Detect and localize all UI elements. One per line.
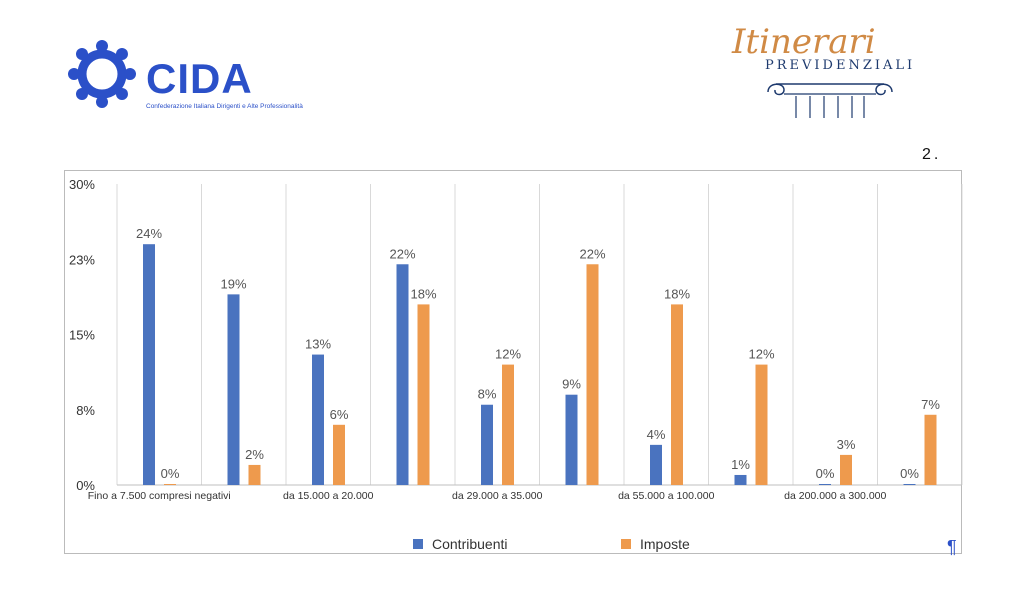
data-label: 8% [478,387,497,402]
bar-imposte [164,484,176,485]
x-tick-label: Fino a 7.500 compresi negativi [88,490,231,502]
data-label: 3% [837,437,856,452]
itinerari-logo-subtitle: PREVIDENZIALI [765,58,916,73]
y-tick-label: 0% [76,478,95,493]
y-tick-label: 15% [69,328,95,343]
x-tick-label: da 29.000 a 35.000 [452,490,543,502]
bar-contribuenti [734,474,747,485]
y-tick-label: 23% [69,252,95,267]
data-label: 12% [495,347,521,362]
itinerari-logo-script: Itinerari [732,22,876,62]
x-tick-label: da 200.000 a 300.000 [784,490,886,502]
bar-imposte [502,364,514,485]
cida-ring-icon [68,40,136,108]
x-tick-label: da 15.000 a 20.000 [283,490,374,502]
data-label: 9% [562,377,581,392]
bar-contribuenti [903,484,916,485]
bar-contribuenti [312,354,324,485]
data-label: 12% [748,347,774,362]
cida-logo [62,34,302,114]
bar-imposte [671,304,683,485]
data-label: 13% [305,337,331,352]
page-number: 2. [922,146,942,163]
data-label: 4% [647,427,666,442]
legend-label-imposte: Imposte [640,536,690,552]
data-label: 1% [731,457,750,472]
legend-contribuenti: Contribuenti [413,536,508,552]
bar-contribuenti [819,484,831,485]
data-label: 7% [921,397,940,412]
data-label: 0% [161,466,180,481]
bar-contribuenti [565,394,578,485]
legend-swatch-imposte [621,539,631,549]
legend-imposte: Imposte [621,536,690,552]
data-label: 19% [220,276,246,291]
bar-imposte [840,454,852,485]
column-capital-icon [767,83,893,118]
bar-imposte [248,464,261,485]
x-tick-label: da 55.000 a 100.000 [618,490,715,502]
bar-imposte [755,364,768,485]
y-tick-label: 8% [76,403,95,418]
cida-logo-text: CIDA [146,55,253,102]
bar-imposte [417,304,430,485]
pilcrow-mark: ¶ [947,537,957,557]
bar-contribuenti [143,244,155,485]
bar-contribuenti [481,404,493,485]
data-label: 18% [410,286,436,301]
data-label: 0% [816,466,835,481]
data-label: 6% [330,407,349,422]
data-label: 22% [389,246,415,261]
bar-imposte [586,264,599,485]
bar-contribuenti [650,444,662,485]
legend-label-contribuenti: Contribuenti [432,536,508,552]
bar-imposte [333,424,345,485]
bar-contribuenti [396,264,409,485]
y-tick-label: 30% [69,177,95,192]
legend-swatch-contribuenti [413,539,423,549]
bar-imposte [924,414,937,485]
data-label: 2% [245,447,264,462]
cida-tagline: Confederazione Italiana Dirigenti e Alte… [146,103,303,110]
data-label: 24% [136,226,162,241]
data-label: 18% [664,286,690,301]
bar-contribuenti [227,294,240,485]
data-label: 22% [579,246,605,261]
data-label: 0% [900,466,919,481]
